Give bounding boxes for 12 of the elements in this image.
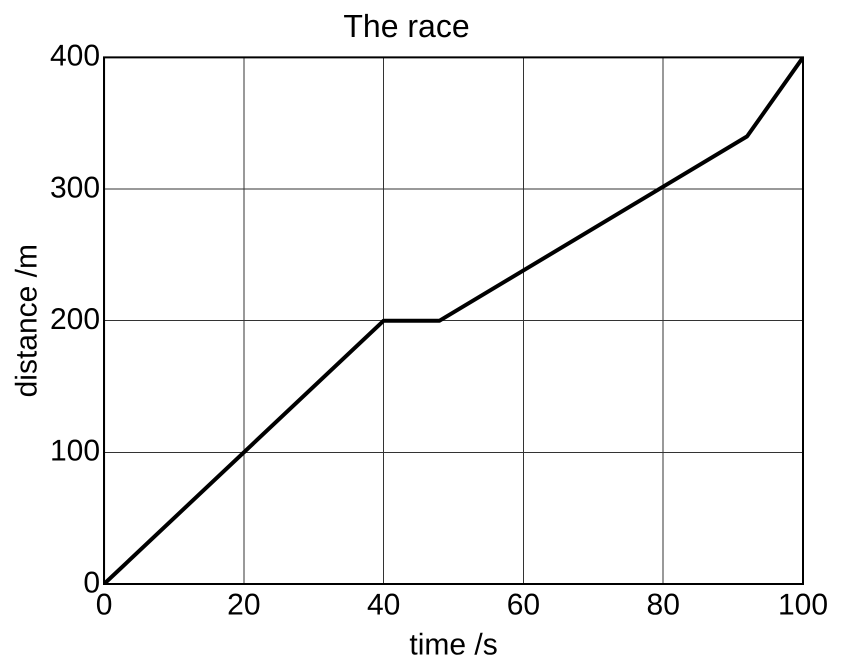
x-tick-label: 20 bbox=[227, 588, 261, 622]
y-tick-label: 400 bbox=[50, 40, 100, 73]
x-tick-label: 80 bbox=[646, 588, 680, 622]
y-axis-title: distance /m bbox=[10, 244, 44, 398]
y-tick-label: 300 bbox=[50, 171, 100, 204]
x-tick-label: 60 bbox=[506, 588, 540, 622]
x-axis-title: time /s bbox=[409, 628, 498, 662]
y-tick-label: 100 bbox=[50, 434, 100, 468]
chart-title: The race bbox=[343, 8, 470, 44]
x-tick-label: 40 bbox=[366, 588, 400, 622]
x-tick-label: 100 bbox=[778, 588, 828, 622]
y-tick-label: 200 bbox=[50, 302, 100, 336]
